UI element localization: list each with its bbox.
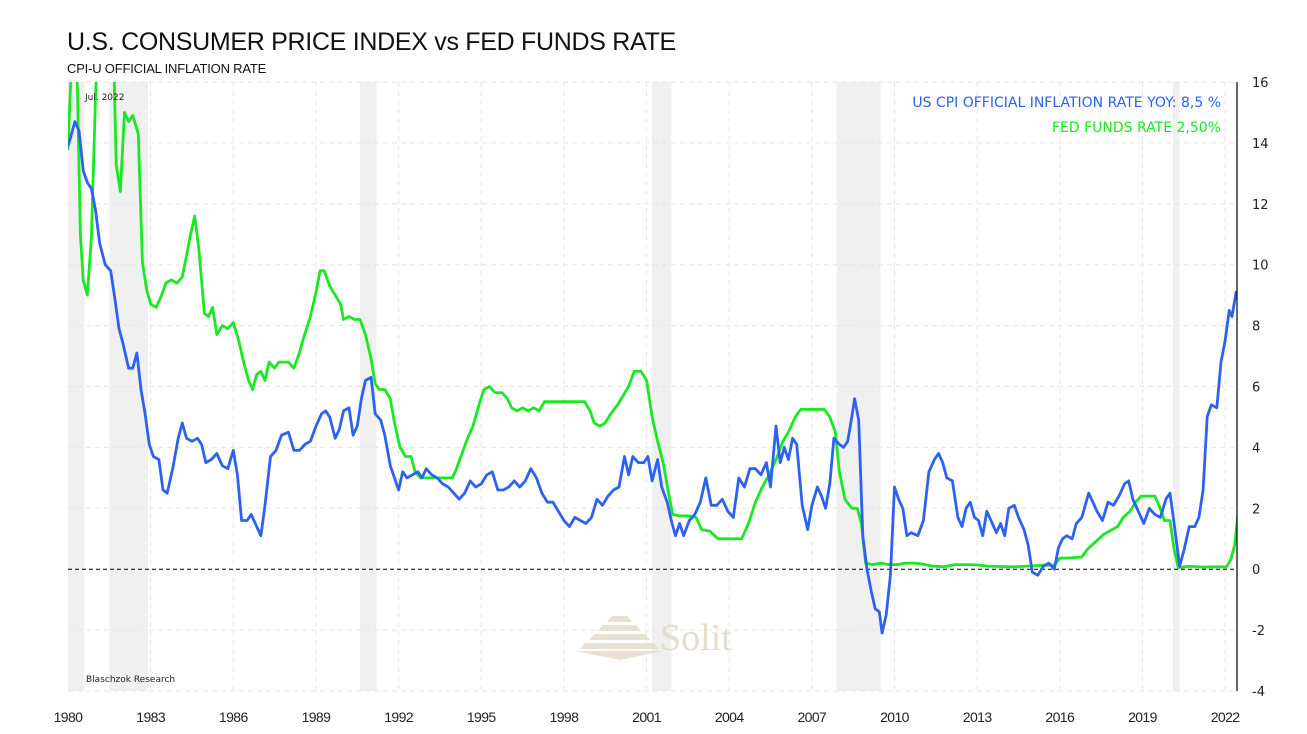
y-tick-label: 16 <box>1252 76 1269 91</box>
x-tick-label: 2019 <box>1128 709 1158 725</box>
x-tick-label: 2004 <box>715 709 745 725</box>
date-note: Jul. 2022 <box>84 93 125 103</box>
solit-watermark: Solit <box>576 616 732 660</box>
y-tick-label: -2 <box>1252 624 1265 639</box>
chart-subtitle: CPI-U OFFICIAL INFLATION RATE <box>67 61 267 76</box>
recession-band <box>652 82 672 691</box>
y-tick-label: 14 <box>1252 137 1269 152</box>
source-note: Blaschzok Research <box>86 675 175 685</box>
y-tick-label: 2 <box>1252 502 1260 517</box>
x-tick-label: 1986 <box>219 709 249 725</box>
x-tick-label: 1980 <box>54 709 84 725</box>
x-tick-label: 1995 <box>467 709 497 725</box>
y-tick-label: 6 <box>1252 381 1260 396</box>
x-tick-label: 1992 <box>384 709 414 725</box>
grid-lines <box>68 81 1237 692</box>
y-tick-label: 0 <box>1252 563 1260 578</box>
x-tick-label: 2001 <box>632 709 662 725</box>
y-tick-label: 8 <box>1252 320 1260 335</box>
chart-title: U.S. CONSUMER PRICE INDEX vs FED FUNDS R… <box>67 28 676 56</box>
x-axis-ticks: 1980 1983 1986 1989 1992 1995 1998 2001 2004 2007… <box>54 709 1241 725</box>
legend-cpi: US CPI OFFICIAL INFLATION RATE YOY: 8,5 … <box>912 95 1221 111</box>
watermark-text: Solit <box>660 617 732 659</box>
legend-fed-funds: FED FUNDS RATE 2,50% <box>1052 120 1221 136</box>
y-tick-label: 12 <box>1252 198 1269 213</box>
y-tick-label: 4 <box>1252 441 1260 456</box>
y-tick-label: 10 <box>1252 259 1269 274</box>
x-tick-label: 2013 <box>963 709 993 725</box>
x-tick-label: 2016 <box>1045 709 1075 725</box>
x-tick-label: 2022 <box>1211 709 1241 725</box>
fed-funds-series-line <box>68 82 1237 570</box>
x-tick-label: 2007 <box>797 709 827 725</box>
pyramid-logo-icon <box>576 616 664 660</box>
x-tick-label: 1983 <box>136 709 166 725</box>
y-axis-ticks: 16 14 12 10 8 6 4 2 0 -2 -4 <box>1252 76 1269 700</box>
y-tick-label: -4 <box>1252 685 1265 700</box>
x-tick-label: 2010 <box>880 709 910 725</box>
cpi-series-line <box>68 120 1237 635</box>
series-layer <box>68 82 1237 635</box>
x-tick-label: 1998 <box>550 709 580 725</box>
x-tick-label: 1989 <box>302 709 332 725</box>
